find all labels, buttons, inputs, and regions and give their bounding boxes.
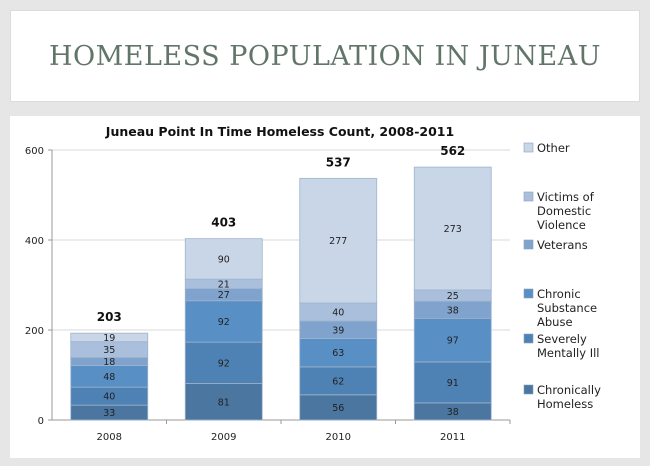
chart-panel: Juneau Point In Time Homeless Count, 200… — [10, 116, 640, 458]
segment-label: 90 — [218, 254, 230, 265]
bar-segment — [184, 238, 263, 280]
segment-label: 25 — [447, 291, 459, 302]
legend-label: Substance — [537, 301, 597, 315]
legend-label: Abuse — [537, 315, 573, 329]
segment-label: 92 — [218, 317, 230, 328]
bar-segment — [413, 361, 492, 404]
stacked-bar-chart: Juneau Point In Time Homeless Count, 200… — [25, 124, 601, 443]
segment-label: 273 — [444, 224, 462, 235]
segment-label: 277 — [329, 236, 347, 247]
total-label: 203 — [97, 310, 122, 324]
legend-swatch — [523, 191, 534, 202]
segment-label: 62 — [332, 376, 344, 387]
total-label: 537 — [326, 155, 351, 169]
total-label: 403 — [211, 216, 236, 230]
legend-label: Chronically — [537, 383, 601, 397]
segment-label: 92 — [218, 358, 230, 369]
segment-label: 35 — [103, 345, 115, 356]
y-tick-label: 200 — [25, 326, 44, 337]
legend-swatch — [523, 142, 534, 153]
x-tick-label: 2009 — [211, 432, 236, 443]
x-tick-label: 2011 — [440, 432, 465, 443]
bar-segment — [299, 366, 378, 396]
segment-label: 48 — [103, 372, 115, 383]
segment-label: 38 — [447, 305, 459, 316]
segment-label: 38 — [447, 407, 459, 418]
legend-swatch — [523, 333, 534, 344]
segment-label: 19 — [103, 333, 115, 344]
segment-label: 63 — [332, 348, 344, 359]
slide-title: HOMELESS POPULATION IN JUNEAU — [48, 40, 602, 72]
bar-segment — [413, 166, 492, 291]
segment-label: 39 — [332, 325, 344, 336]
legend-label: Violence — [537, 218, 586, 232]
y-tick-label: 0 — [38, 416, 44, 427]
bar-segment — [70, 332, 149, 343]
segment-label: 97 — [447, 336, 459, 347]
bar-segment — [299, 338, 378, 368]
y-tick-label: 400 — [25, 236, 44, 247]
segment-label: 18 — [103, 357, 115, 368]
segment-label: 81 — [218, 397, 230, 408]
chart-title: Juneau Point In Time Homeless Count, 200… — [105, 124, 454, 139]
segment-label: 27 — [218, 290, 230, 301]
legend-label: Victims of — [537, 190, 595, 204]
legend-label: Other — [537, 141, 570, 155]
legend-label: Veterans — [537, 238, 588, 252]
segment-label: 33 — [103, 408, 115, 419]
slide-title-box: HOMELESS POPULATION IN JUNEAU — [10, 10, 640, 102]
bar-segment — [299, 177, 378, 304]
legend-swatch — [523, 288, 534, 299]
x-tick-label: 2010 — [326, 432, 351, 443]
segment-label: 40 — [103, 392, 115, 403]
segment-label: 56 — [332, 403, 344, 414]
y-tick-label: 600 — [25, 146, 44, 157]
segment-label: 21 — [218, 279, 230, 290]
segment-label: 91 — [447, 378, 459, 389]
legend-label: Severely — [537, 332, 587, 346]
legend-label: Domestic — [537, 204, 591, 218]
legend-label: Mentally Ill — [537, 346, 599, 360]
x-tick-label: 2008 — [97, 432, 122, 443]
legend-swatch — [523, 384, 534, 395]
bar-segment — [184, 383, 263, 421]
legend-swatch — [523, 239, 534, 250]
segment-label: 40 — [332, 308, 344, 319]
bar-segment — [413, 317, 492, 363]
total-label: 562 — [440, 144, 465, 158]
legend-label: Homeless — [537, 397, 593, 411]
legend-label: Chronic — [537, 287, 581, 301]
